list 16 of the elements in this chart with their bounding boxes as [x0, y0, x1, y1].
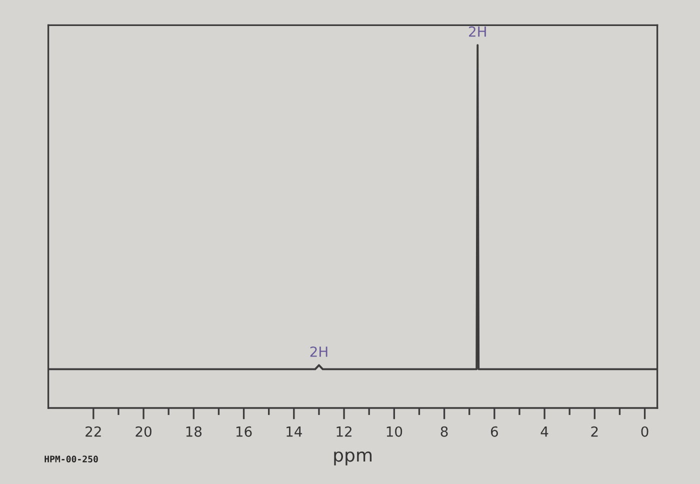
x-tick-label: 22 [86, 426, 101, 437]
x-tick-label: 20 [136, 426, 152, 437]
x-tick-label: 0 [641, 426, 648, 437]
x-tick-label: 10 [386, 426, 402, 437]
annotation: 2H [310, 346, 328, 357]
x-axis-title: ppm [334, 451, 372, 466]
x-tick-label: 6 [490, 426, 498, 437]
x-tick-label: 8 [440, 426, 448, 437]
text: HPM-00-250 [44, 456, 98, 462]
x-tick-label: 16 [236, 426, 252, 437]
x-tick-label: 18 [186, 426, 202, 437]
annotation: 2H [468, 26, 486, 37]
x-tick-label: 2 [591, 426, 598, 437]
x-tick-label: 4 [540, 426, 548, 437]
x-tick-label: 14 [286, 426, 302, 437]
x-tick-label: 12 [336, 426, 352, 437]
